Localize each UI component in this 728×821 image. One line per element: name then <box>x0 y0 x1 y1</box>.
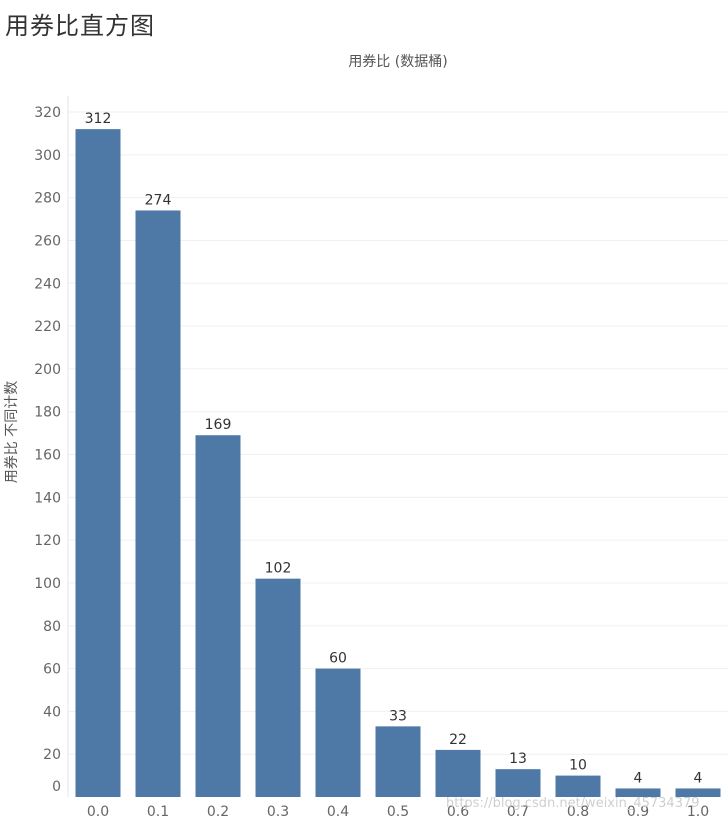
x-tick-label: 0.2 <box>207 804 229 820</box>
bar <box>435 749 481 797</box>
y-axis-title: 用券比 不同计数 <box>4 381 20 483</box>
x-tick-label: 0.1 <box>147 804 169 820</box>
y-tick-label: 80 <box>43 619 61 635</box>
bar <box>135 210 181 797</box>
bar <box>555 775 601 797</box>
x-tick-label: 0.0 <box>87 804 109 820</box>
bar <box>315 668 361 797</box>
bar <box>675 788 721 797</box>
bar <box>255 578 301 797</box>
y-tick-label: 160 <box>34 448 61 464</box>
bar <box>375 726 421 797</box>
x-axis-title: 用券比 (数据桶) <box>348 54 447 70</box>
bar <box>615 788 661 797</box>
y-tick-label: 200 <box>34 362 61 378</box>
y-tick-label: 320 <box>34 105 61 121</box>
bars <box>75 129 721 797</box>
bar-value-label: 10 <box>569 758 587 774</box>
bar-value-label: 4 <box>694 770 703 786</box>
y-tick-label: 0 <box>52 779 61 795</box>
y-tick-label: 60 <box>43 662 61 678</box>
bar-value-label: 102 <box>265 561 292 577</box>
page-title: 用券比直方图 <box>5 12 155 40</box>
x-tick-label: 0.5 <box>387 804 409 820</box>
bar-value-labels: 312 274 169 102 60 33 22 13 10 4 4 <box>85 111 703 786</box>
bar-value-label: 22 <box>449 732 467 748</box>
y-tick-label: 240 <box>34 276 61 292</box>
y-tick-label: 280 <box>34 191 61 207</box>
y-tick-label: 20 <box>43 747 61 763</box>
x-tick-label: 0.3 <box>267 804 289 820</box>
y-tick-label: 260 <box>34 233 61 249</box>
x-tick-label: 0.4 <box>327 804 349 820</box>
y-tick-label: 100 <box>34 576 61 592</box>
bar <box>75 129 121 797</box>
y-tick-label: 120 <box>34 533 61 549</box>
x-tick-label: 0.7 <box>507 804 529 820</box>
y-tick-label: 300 <box>34 148 61 164</box>
x-axis-ticks: 0.0 0.1 0.2 0.3 0.4 0.5 0.6 0.7 0.8 0.9 1.0 <box>87 804 709 820</box>
bar-value-label: 312 <box>85 111 112 127</box>
bar-value-label: 60 <box>329 651 347 667</box>
bar-value-label: 4 <box>634 770 643 786</box>
bar <box>495 769 541 797</box>
bar-value-label: 13 <box>509 751 527 767</box>
y-axis-ticks: 0 20 40 60 80 100 120 140 160 180 200 220 240 260 280 3… <box>34 105 61 795</box>
bar-value-label: 169 <box>205 417 232 433</box>
bar-value-label: 274 <box>145 192 172 208</box>
x-tick-label: 1.0 <box>687 804 709 820</box>
y-tick-label: 180 <box>34 405 61 421</box>
x-tick-label: 0.9 <box>627 804 649 820</box>
y-tick-label: 140 <box>34 490 61 506</box>
y-tick-label: 220 <box>34 319 61 335</box>
bar <box>195 435 241 797</box>
x-tick-label: 0.6 <box>447 804 469 820</box>
bar-value-label: 33 <box>389 708 407 724</box>
y-tick-label: 40 <box>43 704 61 720</box>
x-tick-label: 0.8 <box>567 804 589 820</box>
watermark: https://blog.csdn.net/weixin_45734379 <box>446 796 700 811</box>
